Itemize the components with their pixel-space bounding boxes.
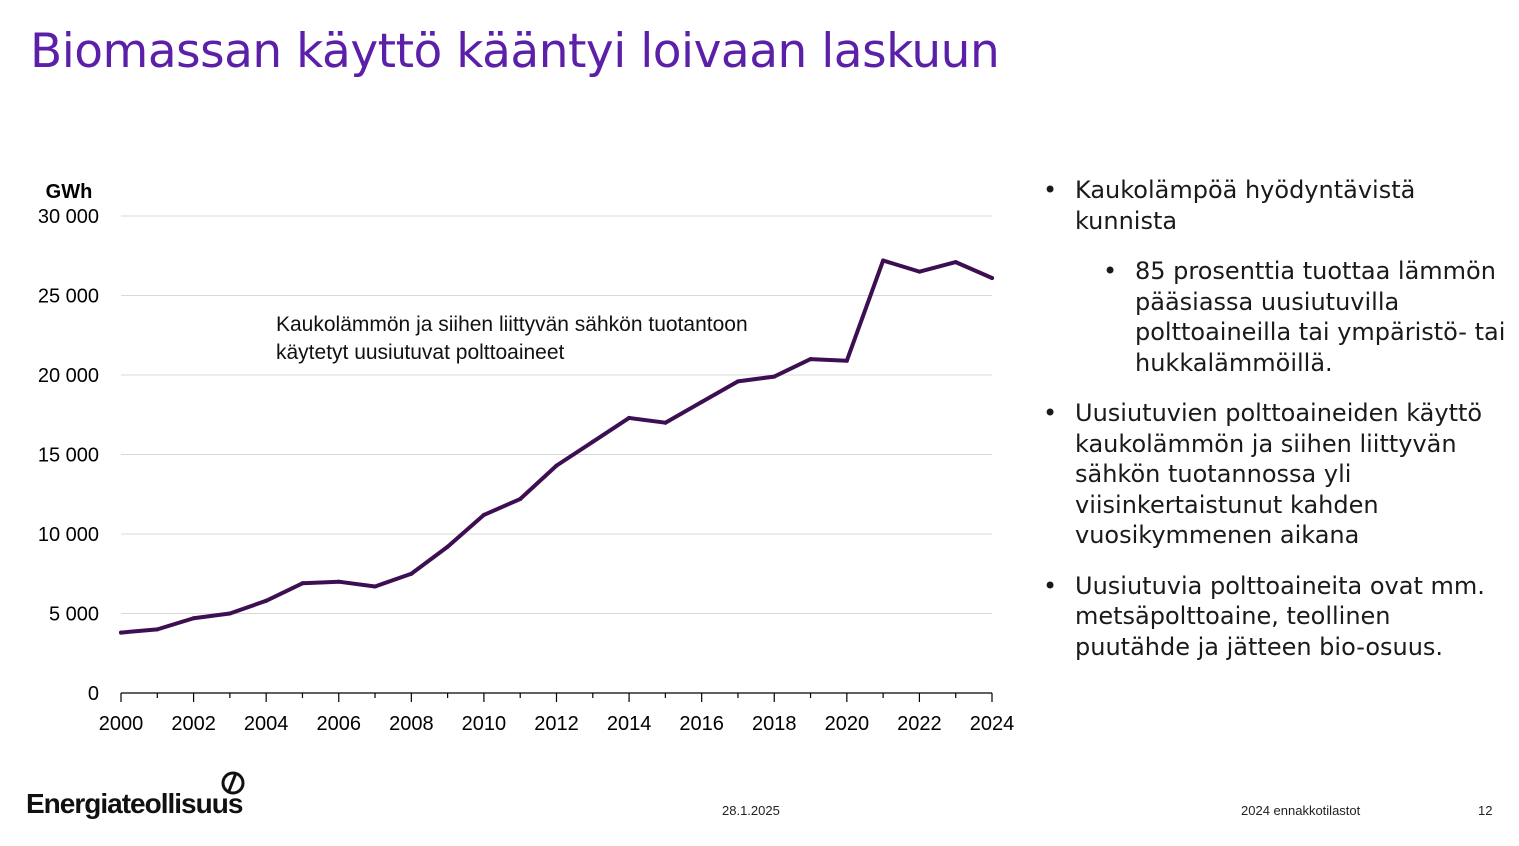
x-tick-label: 2022 (897, 713, 942, 735)
x-tick-label: 2000 (99, 713, 144, 735)
data-point (227, 611, 232, 616)
y-tick-label: 0 (88, 683, 99, 705)
bullet-list: • Kaukolämpöä hyödyntävistä kunnista • 8… (1040, 175, 1510, 682)
page-number: 12 (1478, 803, 1493, 818)
chart-annotation-line-1: Kaukolämmön ja siihen liittyvän sähkön t… (276, 313, 748, 336)
data-point (917, 269, 922, 274)
data-point (191, 616, 196, 621)
y-tick-label: 10 000 (38, 524, 99, 546)
bullet-item-3: • Uusiutuvien polttoaineiden käyttö kauk… (1040, 398, 1510, 551)
line-chart: 0 5 000 10 000 15 000 20 000 25 000 30 000 200… (38, 181, 1015, 735)
bullet-marker: • (1103, 257, 1118, 285)
y-tick-label: 30 000 (38, 206, 99, 228)
chart-axes (120, 692, 993, 702)
data-point (808, 357, 813, 362)
chart-series (119, 258, 994, 635)
data-point (772, 374, 777, 379)
bullet-item-2: • 85 prosenttia tuottaa lämmön pääsiassa… (1100, 256, 1510, 378)
data-point (881, 258, 886, 263)
x-tick-label: 2012 (534, 713, 579, 735)
y-axis-unit-label: GWh (46, 181, 93, 203)
data-point (663, 420, 668, 425)
x-axis-ticks: 2000 2002 2004 2006 2008 2010 2012 2014 2016 2018… (99, 713, 1015, 735)
x-tick-label: 2010 (462, 713, 507, 735)
chart-annotation-line-2: käytetyt uusiutuvat polttoaineet (276, 341, 565, 364)
y-axis-ticks: 0 5 000 10 000 15 000 20 000 25 000 30 000 (38, 206, 99, 705)
y-tick-label: 25 000 (38, 286, 99, 308)
y-tick-label: 5 000 (49, 604, 99, 626)
data-point (155, 627, 160, 632)
footer-date: 28.1.2025 (722, 803, 780, 818)
data-point (735, 379, 740, 384)
data-point (481, 512, 486, 517)
page-title: Biomassan käyttö kääntyi loivaan laskuun (30, 24, 1000, 79)
x-tick-label: 2004 (244, 713, 289, 735)
footer-source: 2024 ennakkotilastot (1241, 803, 1361, 818)
y-tick-label: 20 000 (38, 365, 99, 387)
data-point (699, 400, 704, 405)
bullet-marker: • (1043, 571, 1058, 600)
company-logo: Energiateollisuus (26, 770, 266, 830)
logo-text: Energiateollisuus (26, 788, 243, 819)
bullet-item-1: • Kaukolämpöä hyödyntävistä kunnista (1040, 175, 1510, 236)
bullet-item-4: • Uusiutuvia polttoaineita ovat mm. mets… (1040, 571, 1510, 663)
bullet-marker: • (1043, 176, 1058, 204)
bullet-text: 85 prosenttia tuottaa lämmön pääsiassa u… (1135, 257, 1506, 377)
bullet-marker: • (1043, 399, 1058, 427)
y-tick-label: 15 000 (38, 445, 99, 467)
data-point (409, 571, 414, 576)
data-point (590, 439, 595, 444)
data-point (119, 630, 123, 635)
data-point (445, 544, 450, 549)
x-tick-label: 2024 (970, 713, 1015, 735)
data-point (264, 598, 269, 603)
chart-gridlines (121, 215, 992, 614)
x-tick-label: 2006 (317, 713, 362, 735)
data-point (953, 260, 958, 265)
data-point (518, 497, 523, 502)
data-point (627, 415, 632, 420)
x-tick-label: 2016 (679, 713, 724, 735)
data-point (990, 276, 994, 281)
chart-annotation: Kaukolämmön ja siihen liittyvän sähkön t… (276, 313, 753, 364)
data-point (300, 581, 305, 586)
x-tick-label: 2014 (607, 713, 652, 735)
x-tick-label: 2018 (752, 713, 797, 735)
data-point (336, 579, 341, 584)
data-point (373, 584, 378, 589)
logo-mark-icon (221, 771, 245, 795)
bullet-text: Uusiutuvia polttoaineita ovat mm. metsäp… (1075, 571, 1485, 661)
bullet-text: Kaukolämpöä hyödyntävistä kunnista (1075, 176, 1416, 235)
x-tick-label: 2002 (171, 713, 216, 735)
x-tick-label: 2020 (825, 713, 870, 735)
data-point (554, 463, 559, 468)
bullet-text: Uusiutuvien polttoaineiden käyttö kaukol… (1075, 399, 1483, 549)
data-point (844, 358, 849, 363)
x-tick-label: 2008 (389, 713, 434, 735)
